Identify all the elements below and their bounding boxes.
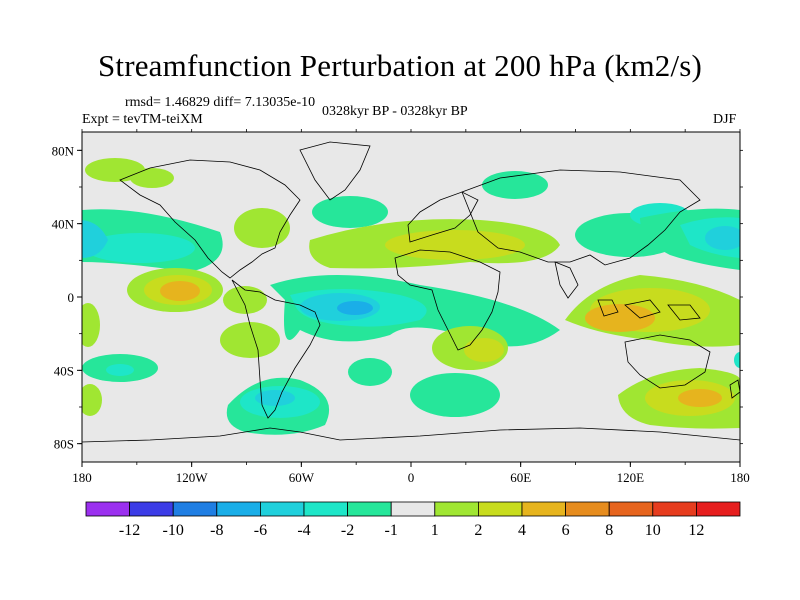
colorbar-label: -2 [341, 522, 354, 539]
period-label: 0328kyr BP - 0328kyr BP [322, 104, 468, 119]
colorbar-box [129, 501, 174, 517]
colorbar-box [696, 501, 741, 517]
lat-tick-label: 40S [54, 363, 74, 378]
colorbar-box [521, 501, 566, 517]
map-panel [81, 131, 741, 463]
colorbar-box [565, 501, 610, 517]
colorbar-box [652, 501, 697, 517]
colorbar-box [259, 501, 305, 517]
season-label: DJF [713, 112, 737, 127]
axis-ticks: 80N 40N 0 40S 80S 180 120W 60W 0 60E 120E 180 [52, 129, 750, 485]
colorbar-box [608, 501, 654, 517]
colorbar-label: -6 [254, 522, 267, 539]
lon-tick-label: 120E [617, 470, 645, 485]
colorbar-label: -8 [210, 522, 223, 539]
colorbar-label: -4 [297, 522, 310, 539]
lon-tick-label: 180 [72, 470, 92, 485]
colorbar-label: 10 [645, 522, 661, 539]
colorbar-label: 4 [518, 522, 526, 539]
colorbar-box [390, 501, 436, 517]
lon-tick-label: 120W [176, 470, 209, 485]
map-title: Streamfunction Perturbation at 200 hPa (… [97, 48, 703, 83]
stats-label: rmsd= 1.46829 diff= 7.13035e-10 [125, 95, 316, 110]
lat-tick-label: 80S [54, 437, 74, 452]
colorbar-label: -1 [385, 522, 398, 539]
lon-tick-label: 60E [510, 470, 531, 485]
lon-tick-label: 0 [408, 470, 415, 485]
colorbar-label: 12 [688, 522, 704, 539]
experiment-label: Expt = tevTM-teiXM [82, 112, 203, 127]
lat-tick-label: 80N [52, 143, 75, 158]
colorbar-box [434, 501, 479, 517]
lat-tick-label: 40N [52, 217, 75, 232]
colorbar-box [347, 501, 392, 517]
colorbar-label: 6 [562, 522, 570, 539]
lon-tick-label: 60W [289, 470, 315, 485]
colorbar-label: 8 [605, 522, 613, 539]
colorbar-label: -12 [119, 522, 140, 539]
lat-tick-label: 0 [68, 290, 75, 305]
colorbar-label: 1 [431, 522, 439, 539]
colorbar-box [172, 501, 218, 517]
lon-tick-label: 180 [730, 470, 750, 485]
colorbar-box [216, 501, 261, 517]
coastlines [82, 141, 740, 443]
colorbar-box [303, 501, 348, 517]
colorbar-label: 2 [474, 522, 482, 539]
colorbar-box [85, 501, 130, 517]
colorbar-box [477, 501, 523, 517]
contour-fills [82, 158, 740, 435]
colorbar-label: -10 [163, 522, 184, 539]
colorbar: -12 -10 -8 -6 -4 -2 -1 1 2 4 6 8 10 12 [85, 501, 741, 539]
